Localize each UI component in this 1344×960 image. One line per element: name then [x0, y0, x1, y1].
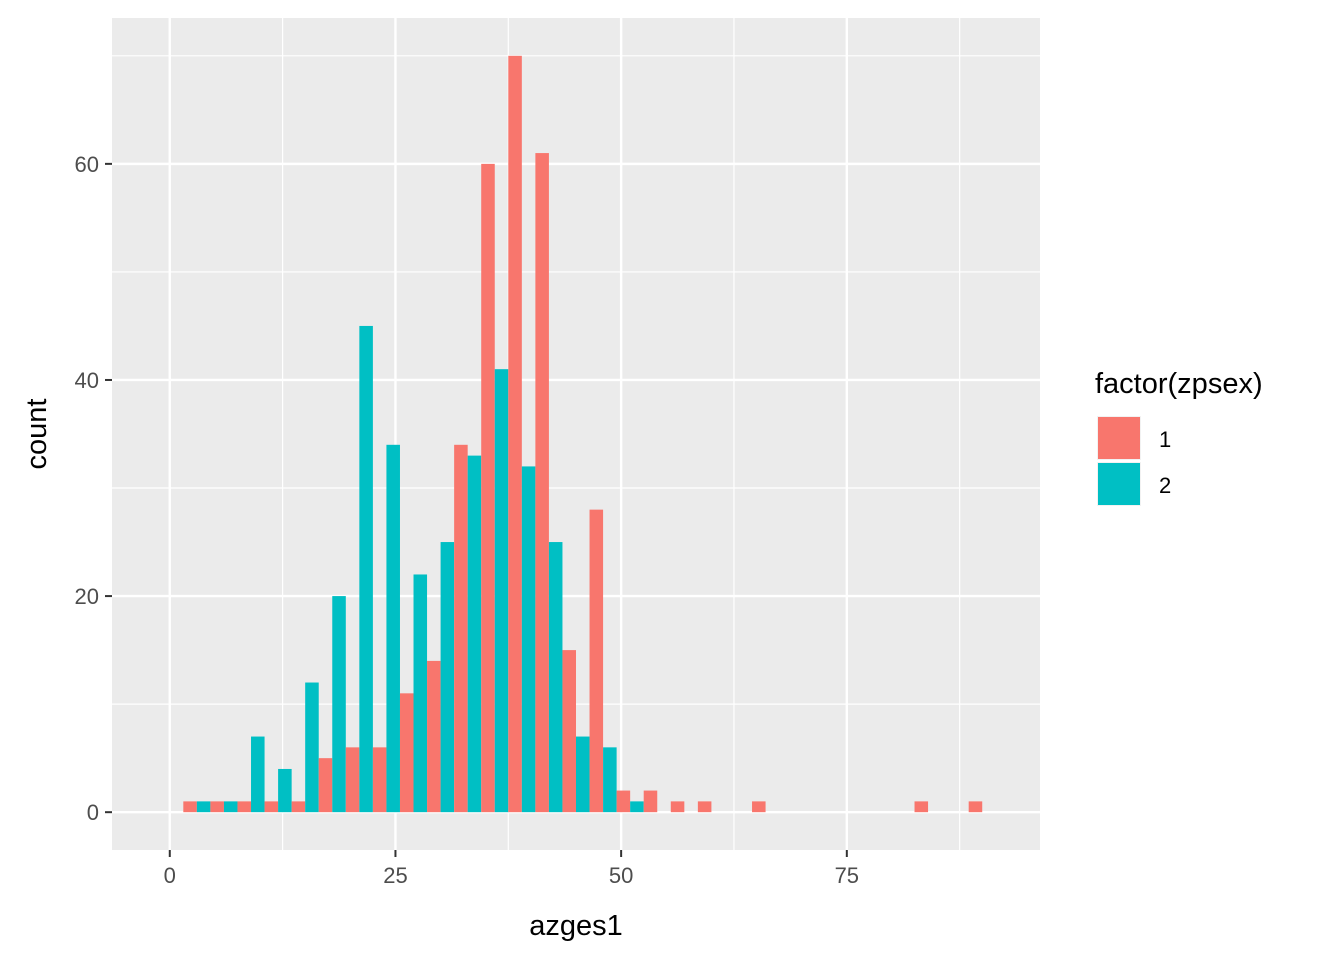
bar-series-1: [318, 758, 333, 813]
bar-series-1: [562, 650, 576, 813]
bar-series-2: [521, 466, 536, 813]
bar-series-2: [278, 768, 292, 813]
legend-label-1: 1: [1159, 427, 1171, 452]
bar-series-2: [576, 736, 590, 813]
bar-series-1: [670, 801, 685, 813]
y-tick-label: 40: [75, 368, 99, 393]
bar-series-2: [630, 801, 644, 813]
bar-series-1: [399, 693, 414, 813]
bar-series-1: [372, 747, 387, 813]
bar-series-1: [264, 801, 279, 813]
x-tick-label: 75: [835, 863, 859, 888]
y-axis-title: count: [21, 399, 53, 470]
bar-series-1: [616, 790, 631, 813]
bar-series-1: [345, 747, 360, 813]
legend-swatch-1: [1098, 417, 1140, 459]
bar-series-2: [251, 736, 265, 813]
bar-series-1: [454, 444, 468, 813]
bar-series-2: [386, 444, 400, 813]
bar-series-1: [752, 801, 766, 813]
y-tick-label: 20: [75, 584, 99, 609]
bar-series-2: [494, 369, 509, 813]
bar-series-2: [305, 682, 319, 813]
bar-series-1: [481, 163, 495, 813]
bar-series-2: [548, 542, 563, 813]
x-tick-label: 25: [383, 863, 407, 888]
y-axis-ticks: 0 20 40 60: [75, 152, 112, 825]
bar-series-2: [603, 747, 617, 813]
x-tick-label: 50: [609, 863, 633, 888]
bar-series-1: [535, 153, 549, 813]
bar-series-1: [697, 801, 712, 813]
bar-series-1: [237, 801, 252, 813]
bar-series-1: [291, 801, 306, 813]
legend-label-2: 2: [1159, 473, 1171, 498]
bar-series-2: [467, 455, 482, 813]
bar-series-1: [183, 801, 197, 813]
bar-series-2: [359, 325, 373, 813]
bar-series-2: [196, 801, 211, 813]
bar-series-1: [427, 660, 441, 813]
x-axis-title: azges1: [529, 910, 623, 942]
bar-series-1: [643, 790, 658, 813]
bar-series-2: [223, 801, 238, 813]
bar-series-2: [332, 596, 346, 813]
bar-series-2: [413, 574, 428, 813]
bar-series-2: [440, 542, 455, 813]
legend: factor(zpsex) 1 2: [1095, 368, 1263, 506]
bar-series-1: [210, 801, 224, 813]
bar-series-1: [914, 801, 929, 813]
bar-series-1: [968, 801, 983, 813]
y-tick-label: 60: [75, 152, 99, 177]
bar-series-1: [589, 509, 604, 813]
x-tick-label: 0: [164, 863, 176, 888]
bars: [183, 55, 983, 813]
bar-series-1: [508, 55, 522, 813]
x-axis-ticks: 0 25 50 75: [164, 850, 859, 888]
legend-title: factor(zpsex): [1095, 368, 1263, 400]
legend-swatch-2: [1098, 463, 1140, 505]
y-tick-label: 0: [87, 800, 99, 825]
